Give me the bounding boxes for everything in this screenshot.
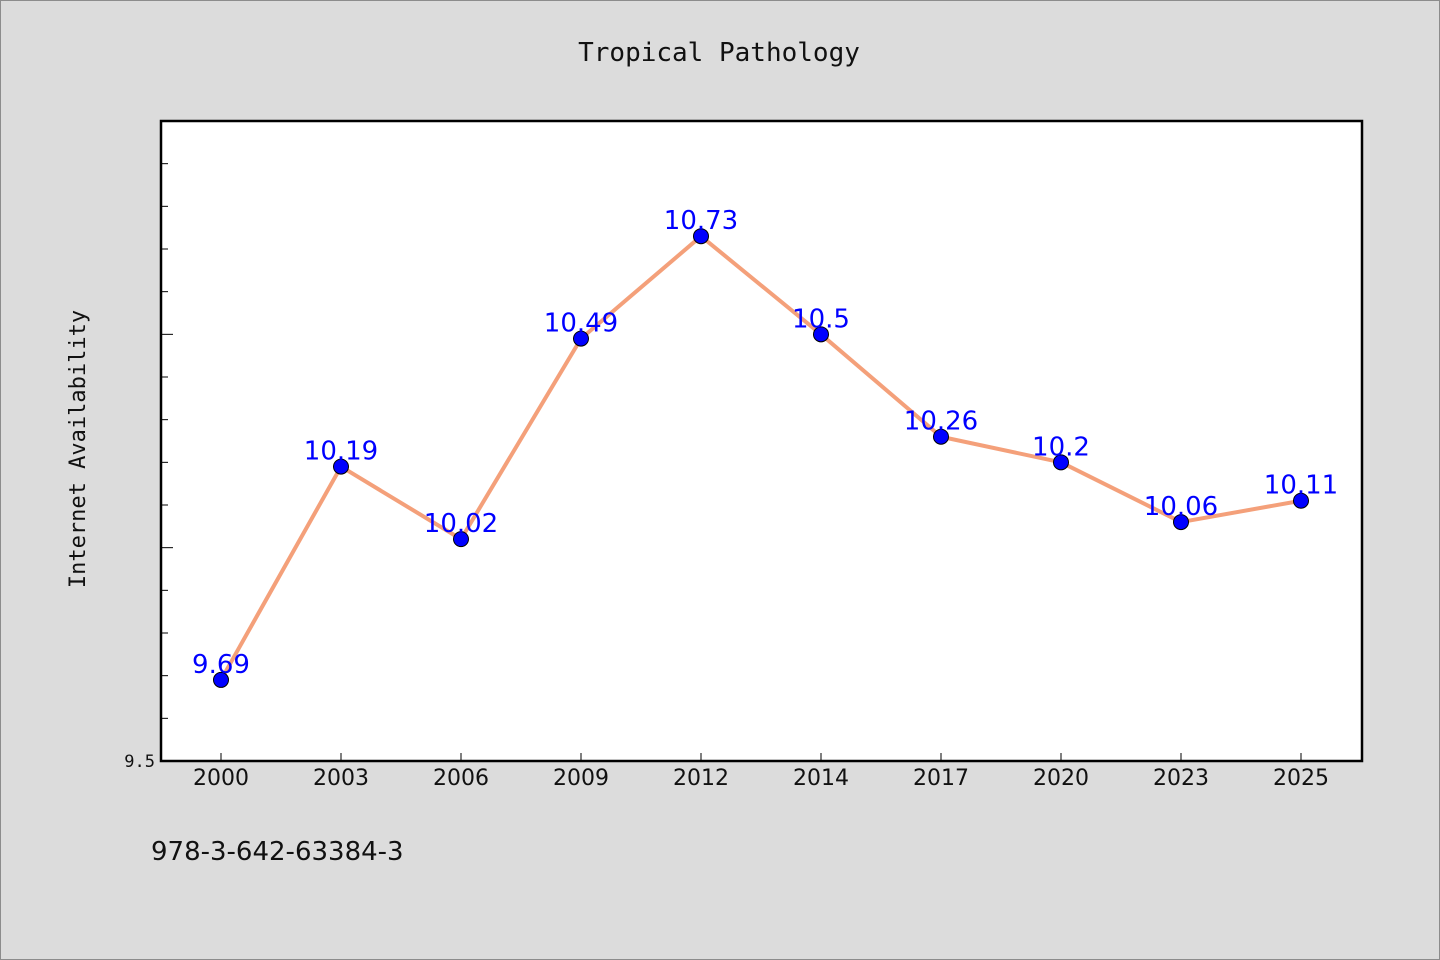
x-tick-label-2012: 2012 <box>673 766 729 791</box>
x-tick-label-2020: 2020 <box>1033 766 1089 791</box>
x-axis-ticks: 2000 2003 2006 2009 2012 2014 2017 2020 2023 2025 <box>193 753 1329 791</box>
series-line <box>219 234 1303 682</box>
x-tick-label-2025: 2025 <box>1273 766 1329 791</box>
data-label-2020: 10.2 <box>1032 432 1090 462</box>
data-label-2023: 10.06 <box>1144 492 1218 522</box>
x-tick-label-2003: 2003 <box>313 766 369 791</box>
data-label-2025: 10.11 <box>1264 471 1338 501</box>
data-label-2014: 10.5 <box>792 304 850 334</box>
series-line-group <box>213 228 1309 688</box>
data-point-2012 <box>693 228 709 245</box>
y-axis-ticks: 9.5 <box>124 163 173 772</box>
y-tick-label: 9.5 <box>124 752 155 772</box>
data-point-2009 <box>573 330 589 347</box>
data-point-2023 <box>1173 514 1189 531</box>
data-point-2025 <box>1293 492 1309 509</box>
x-tick-label-2017: 2017 <box>913 766 969 791</box>
y-axis-label: Internet Availability <box>66 310 91 588</box>
data-label-2009: 10.49 <box>544 309 618 339</box>
data-point-2020 <box>1053 454 1069 471</box>
data-point-2017 <box>933 428 949 445</box>
x-tick-label-2006: 2006 <box>433 766 489 791</box>
x-tick-label-2000: 2000 <box>193 766 249 791</box>
data-label-2003: 10.19 <box>304 437 378 467</box>
data-point-2003 <box>333 458 349 475</box>
data-label-2017: 10.26 <box>904 407 978 437</box>
chart-title: Tropical Pathology <box>578 38 860 68</box>
plot-area <box>159 119 1364 763</box>
footer-isbn: 978-3-642-63384-3 <box>151 837 404 867</box>
x-tick-label-2014: 2014 <box>793 766 849 791</box>
data-point-2006 <box>453 531 469 548</box>
x-tick-label-2009: 2009 <box>553 766 609 791</box>
x-tick-label-2023: 2023 <box>1153 766 1209 791</box>
data-label-2012: 10.73 <box>664 206 738 236</box>
data-point-2000 <box>213 671 229 688</box>
data-label-2006: 10.02 <box>424 509 498 539</box>
data-labels-group: 9.69 10.19 10.02 10.49 10.73 10.5 10.26 10.2 10.… <box>192 206 1338 680</box>
data-point-2014 <box>813 326 829 343</box>
data-label-2000: 9.69 <box>192 650 250 680</box>
